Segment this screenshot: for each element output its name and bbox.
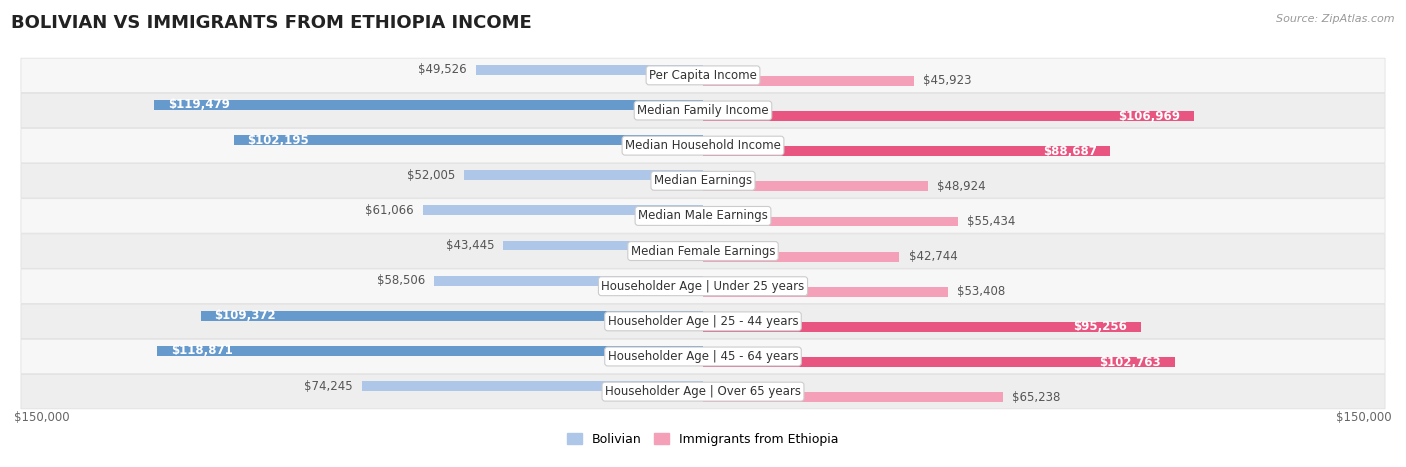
Text: $48,924: $48,924 <box>936 180 986 193</box>
Text: Median Family Income: Median Family Income <box>637 104 769 117</box>
Text: $65,238: $65,238 <box>1012 391 1060 404</box>
Text: Median Male Earnings: Median Male Earnings <box>638 209 768 222</box>
Text: $102,195: $102,195 <box>247 134 309 147</box>
Text: Per Capita Income: Per Capita Income <box>650 69 756 82</box>
Bar <box>475 65 703 75</box>
Bar <box>703 182 928 191</box>
Bar <box>464 170 703 180</box>
Text: $53,408: $53,408 <box>957 285 1005 298</box>
Text: $52,005: $52,005 <box>406 169 456 182</box>
Text: $150,000: $150,000 <box>14 411 70 424</box>
Text: Median Household Income: Median Household Income <box>626 139 780 152</box>
Bar <box>434 276 703 285</box>
FancyBboxPatch shape <box>21 234 1385 268</box>
Bar <box>703 252 900 262</box>
Bar <box>155 100 703 110</box>
Bar <box>233 135 703 145</box>
Text: $45,923: $45,923 <box>924 75 972 87</box>
Bar <box>703 322 1140 332</box>
Bar <box>201 311 703 321</box>
Text: $150,000: $150,000 <box>1336 411 1392 424</box>
Text: $95,256: $95,256 <box>1073 320 1126 333</box>
Bar <box>423 205 703 215</box>
Text: $88,687: $88,687 <box>1043 145 1097 158</box>
FancyBboxPatch shape <box>21 339 1385 374</box>
FancyBboxPatch shape <box>21 58 1385 92</box>
Bar <box>703 357 1175 367</box>
FancyBboxPatch shape <box>21 269 1385 304</box>
Bar <box>703 217 957 226</box>
Text: Source: ZipAtlas.com: Source: ZipAtlas.com <box>1277 14 1395 24</box>
Text: Median Earnings: Median Earnings <box>654 174 752 187</box>
Text: $118,871: $118,871 <box>170 344 232 357</box>
Bar <box>703 111 1194 121</box>
Text: $74,245: $74,245 <box>304 380 353 392</box>
FancyBboxPatch shape <box>21 128 1385 163</box>
Text: BOLIVIAN VS IMMIGRANTS FROM ETHIOPIA INCOME: BOLIVIAN VS IMMIGRANTS FROM ETHIOPIA INC… <box>11 14 531 32</box>
Text: Householder Age | Over 65 years: Householder Age | Over 65 years <box>605 385 801 398</box>
Text: $49,526: $49,526 <box>418 63 467 76</box>
Bar <box>157 346 703 356</box>
Bar <box>361 381 703 391</box>
Text: $106,969: $106,969 <box>1119 110 1181 123</box>
Bar <box>703 287 948 297</box>
Text: Householder Age | 45 - 64 years: Householder Age | 45 - 64 years <box>607 350 799 363</box>
Text: $42,744: $42,744 <box>908 250 957 263</box>
Bar <box>703 392 1002 402</box>
Bar <box>503 241 703 250</box>
Text: $43,445: $43,445 <box>446 239 495 252</box>
FancyBboxPatch shape <box>21 199 1385 233</box>
FancyBboxPatch shape <box>21 304 1385 339</box>
Text: $55,434: $55,434 <box>967 215 1015 228</box>
Bar <box>703 146 1111 156</box>
FancyBboxPatch shape <box>21 93 1385 128</box>
FancyBboxPatch shape <box>21 375 1385 409</box>
Text: Householder Age | Under 25 years: Householder Age | Under 25 years <box>602 280 804 293</box>
Text: $61,066: $61,066 <box>364 204 413 217</box>
Text: $119,479: $119,479 <box>169 99 231 112</box>
Text: $58,506: $58,506 <box>377 274 425 287</box>
Text: $109,372: $109,372 <box>215 309 276 322</box>
Text: Householder Age | 25 - 44 years: Householder Age | 25 - 44 years <box>607 315 799 328</box>
FancyBboxPatch shape <box>21 163 1385 198</box>
Legend: Bolivian, Immigrants from Ethiopia: Bolivian, Immigrants from Ethiopia <box>562 428 844 451</box>
Text: Median Female Earnings: Median Female Earnings <box>631 245 775 258</box>
Bar <box>703 76 914 86</box>
Text: $102,763: $102,763 <box>1099 355 1161 368</box>
